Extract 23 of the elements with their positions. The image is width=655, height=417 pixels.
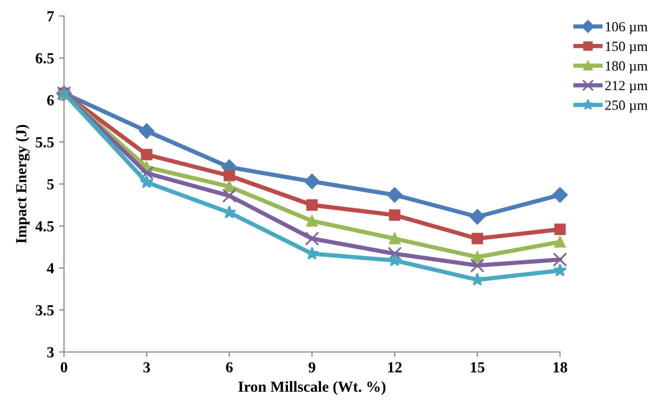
x-tick-label: 18 (554, 362, 568, 372)
x-tick-label: 12 (388, 362, 402, 372)
y-tick-label: 3 (47, 347, 54, 358)
legend-label: 180 µm (606, 61, 648, 74)
x-tick-label: 6 (226, 362, 233, 372)
x-tick-label: 9 (308, 362, 316, 372)
x-tick-label: 0 (60, 362, 68, 372)
x-tick-label: 3 (143, 362, 150, 372)
y-tick-label: 4.5 (35, 221, 54, 232)
y-tick-label: 5 (47, 179, 54, 190)
legend-label: 106 µm (606, 22, 648, 34)
x-axis-title: Iron Millscale (Wt. %) (238, 381, 386, 395)
y-tick-label: 6.5 (36, 53, 54, 64)
y-tick-label: 5.5 (36, 137, 54, 148)
legend-label: 212 µm (605, 80, 648, 94)
y-tick-label: 4 (46, 263, 54, 274)
y-tick-label: 3.5 (36, 305, 54, 316)
legend-label: 250 µm (605, 100, 648, 113)
y-tick-label: 7 (48, 11, 54, 22)
y-axis-title: Impact Energy (J) (16, 124, 30, 244)
legend-label: 150 µm (606, 42, 648, 54)
x-tick-label: 15 (470, 362, 484, 372)
y-tick-label: 6 (47, 95, 54, 106)
